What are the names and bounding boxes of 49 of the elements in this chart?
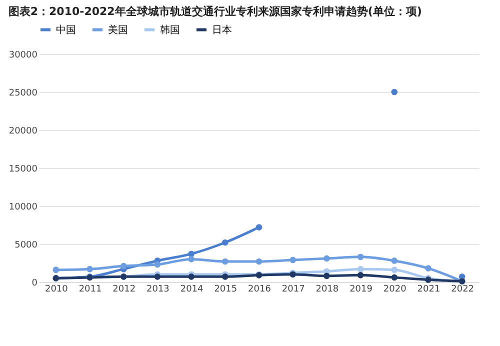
point <box>188 274 194 280</box>
point <box>391 274 398 281</box>
point <box>154 274 161 280</box>
x-tick-label: 2015 <box>214 284 238 294</box>
x-tick-label: 2022 <box>451 284 474 294</box>
x-tick-label: 2010 <box>44 284 68 294</box>
x-tick-label: 2018 <box>316 284 339 294</box>
point <box>324 272 330 280</box>
x-tick-label: 2016 <box>248 284 272 294</box>
x-tick-label: 2012 <box>112 284 136 294</box>
x-tick-label: 2011 <box>78 284 102 294</box>
point <box>188 250 194 258</box>
y-tick-label: 20000 <box>8 126 38 136</box>
point <box>357 266 364 272</box>
point <box>357 254 364 260</box>
point <box>154 261 161 268</box>
y-tick-label: 25000 <box>8 88 38 98</box>
y-tick-label: 30000 <box>8 50 38 60</box>
point <box>324 255 330 262</box>
x-tick-label: 2019 <box>350 284 373 294</box>
x-tick-label: 2017 <box>282 284 305 294</box>
x-tick-label: 2020 <box>383 284 407 294</box>
point <box>120 262 127 270</box>
y-tick-label: 5000 <box>14 240 38 250</box>
y-tick-label: 15000 <box>8 164 38 174</box>
legend-label: 韩国 <box>160 24 180 36</box>
point <box>391 266 398 273</box>
y-tick-label: 0 <box>32 278 38 288</box>
legend-label: 中国 <box>56 24 76 36</box>
legend-label: 美国 <box>108 24 128 36</box>
point <box>52 266 60 273</box>
x-tick-label: 2021 <box>417 284 440 294</box>
x-tick-label: 2013 <box>146 284 170 294</box>
point <box>391 258 398 264</box>
point <box>222 239 228 246</box>
point <box>222 258 228 265</box>
point <box>188 256 194 262</box>
chart-title: 图表2：2010-2022年全球城市轨道交通行业专利来源国家专利申请趋势(单位：项) <box>8 5 422 18</box>
y-tick-label: 10000 <box>8 202 38 212</box>
point <box>391 88 398 96</box>
point <box>256 224 262 230</box>
point <box>357 272 364 278</box>
legend-label: 日本 <box>212 24 232 36</box>
x-tick-label: 2014 <box>180 284 204 294</box>
point <box>222 274 228 280</box>
point <box>256 258 262 265</box>
point <box>86 266 93 272</box>
point <box>290 256 296 264</box>
point <box>425 265 432 272</box>
